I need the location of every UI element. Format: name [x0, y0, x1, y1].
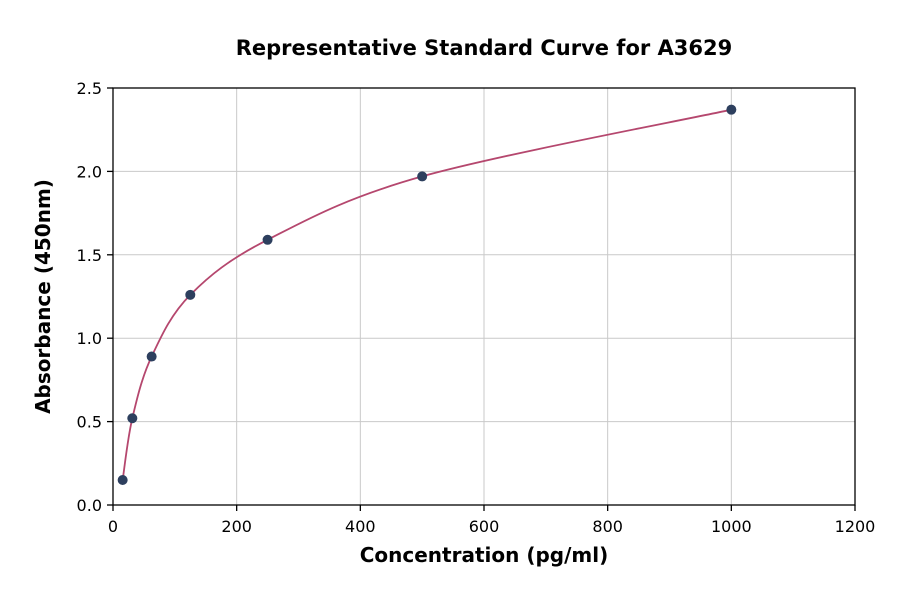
x-tick-label: 400 — [345, 517, 376, 536]
y-tick-label: 0.0 — [77, 496, 102, 515]
data-point — [417, 171, 428, 182]
x-tick-label: 1000 — [711, 517, 752, 536]
x-tick-label: 600 — [469, 517, 500, 536]
ticks-layer: 0 200 400 600 800 1000 1200 0.0 0.5 1.0 1.5 2.0 2.5 — [77, 79, 876, 536]
chart-title: Representative Standard Curve for A3629 — [236, 36, 733, 60]
data-point — [185, 289, 196, 300]
data-point — [127, 413, 138, 424]
x-tick-label: 800 — [592, 517, 623, 536]
data-point — [146, 351, 157, 362]
data-point — [262, 234, 273, 245]
data-point — [726, 104, 737, 115]
y-tick-label: 0.5 — [77, 413, 102, 432]
y-tick-label: 1.0 — [77, 329, 102, 348]
x-tick-label: 1200 — [835, 517, 876, 536]
grid-layer — [112, 87, 856, 506]
x-tick-label: 200 — [221, 517, 252, 536]
y-tick-label: 2.5 — [77, 79, 102, 98]
x-axis-label: Concentration (pg/ml) — [360, 543, 609, 567]
y-tick-label: 2.0 — [77, 162, 102, 181]
y-tick-label: 1.5 — [77, 246, 102, 265]
y-axis-label: Absorbance (450nm) — [31, 179, 55, 414]
data-point — [117, 474, 128, 485]
x-tick-label: 0 — [108, 517, 118, 536]
curve-line — [121, 108, 732, 481]
points-layer — [117, 104, 737, 485]
